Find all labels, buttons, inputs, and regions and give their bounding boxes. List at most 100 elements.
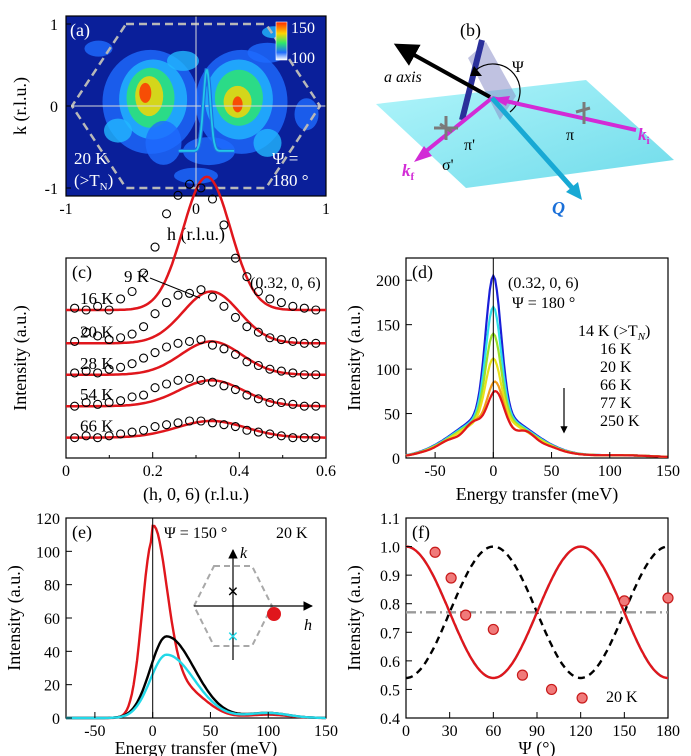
panel-c-data-point: [230, 253, 240, 263]
panel-d-ylabel: Intensity (a.u.): [344, 305, 365, 410]
heatmap-blob: [167, 50, 199, 71]
panel-e-ytick: 0: [52, 711, 60, 728]
panel-c-data-point: [139, 268, 149, 278]
heatmap-blob: [84, 40, 113, 57]
panel-e-xtick: -50: [84, 723, 105, 740]
panel-c-data-point: [219, 220, 229, 230]
panel-b-q-arrowhead: [566, 182, 582, 200]
panel-e-series-black: [66, 635, 326, 720]
panel-b-sigma-prime: σ': [442, 157, 454, 174]
panel-c-data-point: [70, 433, 80, 443]
panel-c-inset-fit: [178, 69, 235, 152]
panel-e-xtick: 150: [314, 723, 338, 740]
panel-f-xlabel: Ψ (°): [519, 738, 556, 756]
panel-c-data-point: [81, 431, 91, 441]
panel-c-xtick: 0.2: [143, 463, 163, 480]
panel-c-fit-66k: [66, 419, 326, 439]
panel-d-ytick: 150: [376, 318, 400, 335]
panel-f-data-point: [429, 546, 441, 558]
panel-c-data-point: [196, 416, 206, 426]
panel-c-data-point: [150, 383, 160, 393]
panel-b-pi-polarization: [575, 102, 591, 124]
panel-c-data-point: [184, 336, 195, 347]
panel-f-data-point: [618, 595, 630, 607]
panel-c-data-point: [104, 305, 114, 315]
panel-e-xlabel: Energy transfer (meV): [115, 738, 278, 756]
panel-c-fit-28k: [66, 340, 326, 376]
panel-d-ytick: 200: [376, 273, 400, 290]
panel-c-data-point: [104, 397, 114, 408]
panel-a-xtick: -1: [59, 201, 72, 218]
panel-b-ki: ki: [638, 125, 650, 147]
panel-c-inset-label: 9 K: [124, 267, 150, 286]
panel-c-data-point: [196, 335, 206, 345]
panel-f-ytick: 1.0: [380, 540, 400, 557]
panel-a-psi-value: 180 °: [272, 171, 309, 190]
panel-f-ytick: 0.9: [380, 568, 400, 585]
panel-c-data-point: [299, 303, 309, 313]
panel-c-data-point: [265, 429, 275, 439]
heatmap-blob: [139, 82, 152, 103]
panel-f-ytick: 0.5: [380, 682, 400, 699]
panel-e-annotation-psi: Ψ = 150 °: [164, 525, 227, 542]
panel-c-data-point: [116, 294, 126, 304]
panel-c-plot: 16 K 20 K 28 K 54 K 66 K 9 K: [66, 68, 326, 443]
panel-b-psi: Ψ: [512, 59, 524, 76]
panel-e-inset-black-cross: ×: [227, 581, 238, 603]
panel-c-data-point: [311, 370, 321, 380]
panel-d: (d) (0.32, 0, 6) Ψ = 180 ° 14 K (>TN)16 …: [344, 257, 680, 505]
panel-a-ytick: -1: [45, 181, 58, 198]
panel-c-temp-label: 28 K: [80, 354, 114, 373]
panel-f-xtick: 150: [612, 723, 636, 740]
panel-c-data-point: [253, 394, 263, 404]
panel-b-psi-arc-head: [470, 66, 482, 76]
panel-e: (e) Ψ = 150 ° 20 K k h × × -50 0 50 100 150 0…: [4, 511, 338, 756]
panel-c-data-point: [161, 420, 172, 430]
panel-c-data-point: [127, 427, 137, 437]
panel-c-data-point: [219, 381, 229, 391]
panel-c-data-point: [150, 347, 160, 358]
panel-c-label: (c): [72, 262, 92, 283]
panel-e-inset-k-label: k: [240, 545, 248, 562]
panel-c-data-point: [288, 399, 298, 409]
panel-c-ylabel: Intensity (a.u.): [10, 305, 31, 410]
panel-f-xtick: 120: [569, 723, 593, 740]
panel-b-ki-beam: [491, 96, 637, 132]
panel-d-xtick: 100: [598, 463, 622, 480]
panel-c-data-point: [161, 342, 172, 352]
panel-f-ytick: 0.4: [380, 711, 400, 728]
panel-c-data-point: [70, 368, 80, 378]
panel-d-annotation-psi: Ψ = 180 °: [512, 295, 575, 312]
panel-c-data-point: [299, 401, 309, 411]
panel-f-data-point: [576, 692, 588, 704]
panel-d-ytick: 0: [392, 451, 400, 468]
panel-c-data-point: [184, 373, 195, 384]
heatmap-blob: [145, 120, 182, 165]
panel-c-data-point: [299, 433, 309, 443]
panel-e-ytick: 20: [44, 678, 60, 695]
panel-c-data-point: [81, 327, 91, 337]
panel-c-data-point: [150, 242, 160, 252]
panel-a-heatmap-blobs: [84, 26, 319, 184]
panel-c-data-point: [173, 290, 183, 300]
panel-e-inset-h-label: h: [304, 617, 312, 634]
panel-d-frame: [405, 257, 669, 459]
panel-e-frame: [65, 517, 327, 719]
panel-e-annotation-temp: 20 K: [276, 525, 308, 542]
panel-c-data-point: [230, 312, 240, 322]
panel-c-data-point: [207, 418, 218, 428]
panel-c-data-point: [196, 183, 206, 193]
panel-c-data-point: [93, 301, 103, 311]
panel-c-data-point: [161, 209, 172, 219]
panel-a-xtick: 1: [322, 201, 330, 218]
panel-c-data-point: [139, 390, 149, 400]
panel-f-data-point: [445, 572, 457, 584]
panel-c-data-point: [311, 433, 321, 443]
panel-b-a-axis-arrow: [393, 43, 491, 99]
panel-c-data-point: [242, 357, 252, 367]
panel-a-label: (a): [70, 20, 90, 41]
panel-c-data-point: [127, 329, 137, 339]
panel-c-data-point: [207, 340, 218, 350]
panel-d-series-5: [405, 389, 669, 458]
panel-c-data-point: [207, 194, 218, 204]
